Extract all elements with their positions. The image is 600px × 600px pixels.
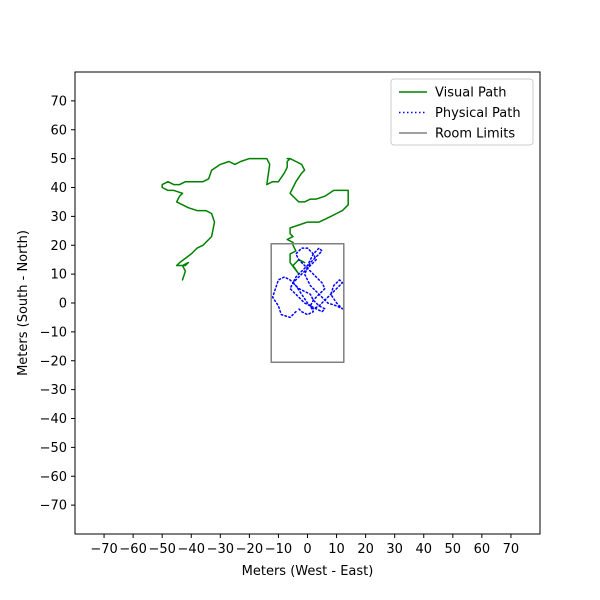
series-layer: [161, 157, 349, 363]
x-tick-label: 20: [357, 542, 374, 557]
y-tick-label: −10: [40, 325, 67, 340]
x-tick-label: 50: [445, 542, 462, 557]
y-tick-label: 10: [50, 268, 67, 283]
y-tick-label: −20: [40, 354, 67, 369]
x-tick-label: −10: [265, 542, 292, 557]
x-tick-label: 30: [386, 542, 403, 557]
y-tick-label: −50: [40, 441, 67, 456]
y-tick-label: 50: [50, 152, 67, 167]
legend-label: Physical Path: [435, 106, 521, 121]
x-tick-label: −70: [90, 542, 117, 557]
y-axis: −70 −60 −50 −40 −30 −20 −10 0 10 20 30 40 50 60 70: [40, 94, 75, 514]
x-tick-label: −60: [119, 542, 146, 557]
legend-label: Visual Path: [435, 86, 507, 101]
x-axis: −70 −60 −50 −40 −30 −20 −10 0 10 20 30 40 50 60 70: [90, 534, 519, 557]
x-tick-label: 70: [503, 542, 520, 557]
y-tick-label: −40: [40, 412, 67, 427]
x-tick-label: −40: [178, 542, 205, 557]
x-tick-label: −50: [148, 542, 175, 557]
y-tick-label: −70: [40, 499, 67, 514]
series-line-visual-path: [161, 157, 349, 281]
series-line-physical-path: [271, 247, 344, 319]
x-axis-title: Meters (West - East): [242, 564, 374, 579]
y-tick-label: 20: [50, 239, 67, 254]
legend: Visual Path Physical Path Room Limits: [390, 78, 534, 146]
y-tick-label: −30: [40, 383, 67, 398]
x-tick-label: 60: [474, 542, 491, 557]
x-tick-label: 40: [415, 542, 432, 557]
y-tick-label: 40: [50, 181, 67, 196]
y-tick-label: 30: [50, 210, 67, 225]
y-tick-label: 70: [50, 94, 67, 109]
y-tick-label: 0: [59, 297, 67, 312]
series-line-room-limits: [270, 243, 345, 363]
legend-box: [390, 78, 534, 146]
x-tick-label: −30: [207, 542, 234, 557]
x-tick-label: −20: [236, 542, 263, 557]
y-tick-label: −60: [40, 470, 67, 485]
x-tick-label: 0: [303, 542, 311, 557]
legend-label: Room Limits: [435, 127, 515, 142]
y-axis-title: Meters (South - North): [16, 230, 31, 376]
x-tick-label: 10: [328, 542, 345, 557]
y-tick-label: 60: [50, 123, 67, 138]
